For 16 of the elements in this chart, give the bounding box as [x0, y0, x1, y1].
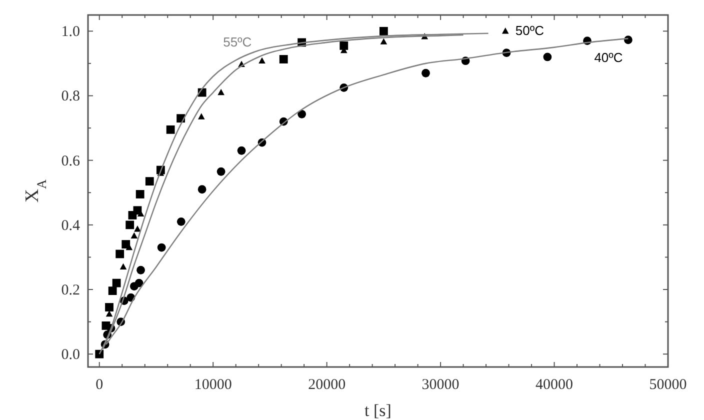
x-axis-title: t [s] [364, 401, 392, 420]
series-label: 50ºC [515, 23, 544, 38]
x-tick-label: 0 [96, 377, 104, 393]
y-tick-label: 0.8 [61, 88, 80, 105]
x-tick-label: 20000 [308, 377, 346, 393]
x-tick-label: 40000 [536, 377, 574, 393]
series-label: 55ºC [223, 34, 252, 50]
x-tick-label: 30000 [422, 377, 460, 393]
x-tick-label: 10000 [194, 377, 232, 393]
x-tick-label: 50000 [649, 377, 687, 393]
series-label: 40ºC [594, 50, 623, 65]
y-tick-label: 0.2 [61, 282, 80, 298]
y-tick-label: 0.0 [61, 347, 80, 364]
y-tick-label: 1.0 [61, 24, 80, 40]
y-tick-label: 0.4 [61, 218, 80, 234]
y-tick-label: 0.6 [61, 153, 80, 170]
